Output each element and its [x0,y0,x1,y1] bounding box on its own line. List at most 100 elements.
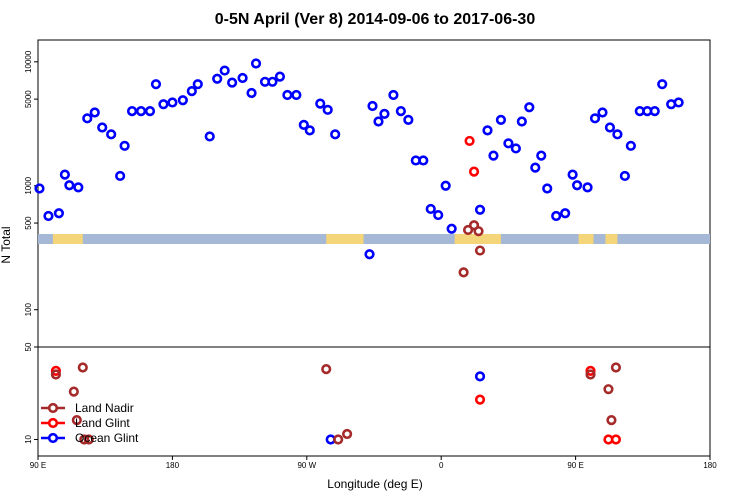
ocean-glint-point [115,170,126,182]
ocean-glint-point [474,204,486,215]
ocean-glint-point [106,129,117,140]
ocean-glint-point [589,113,601,124]
ocean-glint-point [212,73,223,84]
ocean-glint-point [82,113,93,124]
ocean-glint-point [395,106,406,117]
ocean-glint-point [227,77,238,88]
ocean-glint-point [192,79,203,90]
band-land-segment [52,234,83,244]
legend-label: Land Nadir [75,401,134,415]
y-tick-label: 5000 [24,90,33,108]
ocean-glint-point [516,116,527,127]
ocean-glint-point [524,102,535,113]
x-tick-label: 0 [439,461,444,470]
x-tick-label: 180 [166,461,180,470]
legend-marker [47,432,59,444]
land-nadir-point [68,386,79,397]
ocean-glint-point [150,79,162,90]
x-axis: 90 E 180 90 W 0 90 E 180 [30,456,717,470]
ocean-glint-point [158,99,169,110]
ocean-glint-point [474,371,486,382]
land-nadir-point [606,415,617,426]
land-nadir-point [610,362,622,373]
ocean-glint-point [119,140,130,151]
ocean-glint-point [367,100,378,112]
ocean-glint-point [536,150,547,161]
land-mask-band [38,234,710,244]
ocean-glint-point [612,129,623,140]
legend-marker [47,417,59,429]
land-nadir-point [77,362,88,373]
ocean-glint-point [488,150,499,161]
ocean-glint-point [649,106,660,117]
y-tick-label: 500 [24,216,33,230]
ocean-glint-point [551,210,562,222]
ocean-glint-point [379,108,390,120]
ocean-glint-point [97,122,108,133]
ocean-glint-point [43,210,54,222]
ocean-glint-point [237,72,248,84]
ocean-glint-point [282,89,293,101]
land-nadir-point [333,434,344,445]
band-land-segment [326,234,364,244]
band-land-segment [454,234,501,244]
ocean-glint-point [34,183,45,194]
ocean-glint-point [219,65,230,76]
ocean-glint-point [542,183,553,194]
ocean-glint-point [571,180,583,191]
ocean-glint-point [619,170,630,182]
ocean-glint-point [482,125,493,136]
land-nadir-point [50,369,62,380]
x-tick-label: 90 W [297,461,316,470]
land-glint-point [50,365,62,376]
y-axis-lower: 50 10 [24,342,38,444]
ocean-glint-point [657,79,668,90]
ocean-glint-point [373,116,384,127]
legend-label: Land Glint [75,416,130,430]
land-nadir-point [462,224,474,236]
ocean-glint-point [495,114,507,125]
land-nadir-point [321,364,332,375]
ocean-glint-point [177,95,188,106]
land-glint-point [474,394,486,405]
ocean-glint-point [246,87,257,99]
ocean-glint-point [267,76,278,87]
y-tick-label: 100 [24,302,33,316]
land-glint-point [585,365,596,376]
land-glint-point [464,135,475,147]
land-nadir-point [473,226,484,237]
ocean-glint-point [597,107,608,118]
x-tick-label: 180 [703,461,717,470]
ocean-glint-point [510,143,521,154]
ocean-glint-point [59,169,70,180]
land-nadir-point [79,434,90,445]
ocean-glint-point [298,119,309,130]
y-axis-upper: 500 1000 5000 10000 100 [24,50,38,316]
ocean-glint-point [291,89,302,101]
ocean-glint-point [388,89,399,101]
land-nadir-point [458,267,469,278]
y-tick-label: 10 [24,434,33,443]
ocean-glint-point [250,58,262,69]
ocean-glint-point [53,208,65,219]
ocean-glint-point [315,98,326,109]
ocean-glint-point [322,104,333,115]
y-tick-label: 1000 [24,176,33,194]
ocean-glint-point [186,86,197,97]
ocean-glint-point [364,249,375,260]
land-nadir-point [585,369,596,380]
ocean-glint-point [503,138,514,149]
ocean-glint-point [144,106,156,117]
land-nadir-point [83,434,94,445]
ocean-glint-point [135,106,147,117]
ocean-glint-point [446,223,457,234]
ocean-glint-point [582,182,593,193]
ocean-glint-point [330,129,341,140]
land-glint-point [610,434,622,445]
land-nadir-point [342,428,353,440]
x-tick-label: 90 E [567,461,583,470]
band-land-segment [605,234,618,244]
ocean-glint-point [530,162,541,173]
